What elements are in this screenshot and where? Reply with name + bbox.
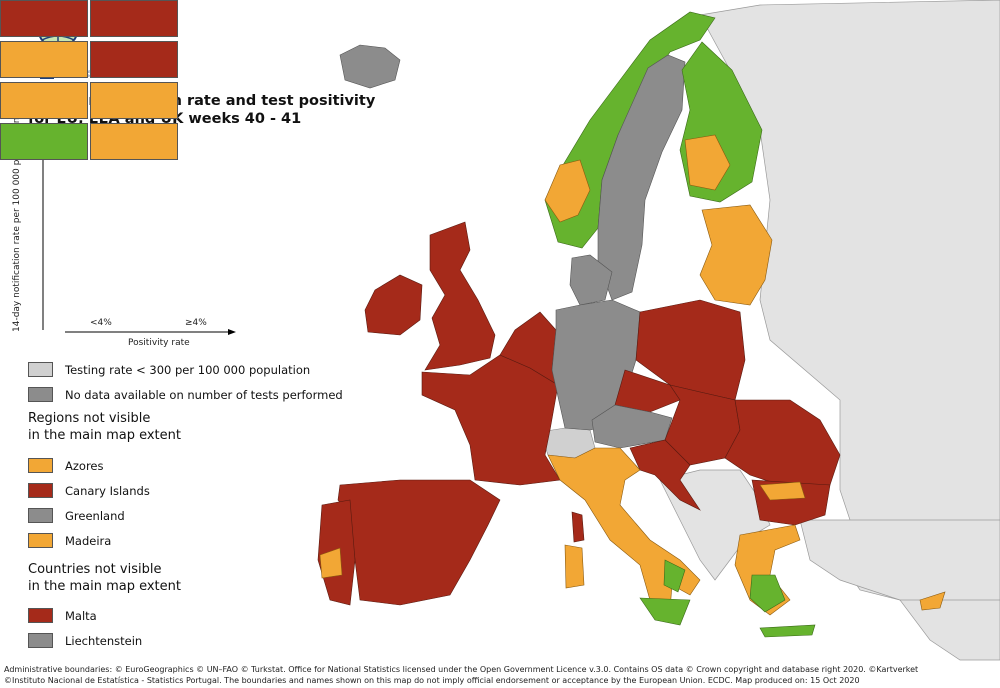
italy-region-south [663, 559, 686, 593]
heading-line: in the main map extent [28, 579, 181, 594]
matrix-cell [90, 41, 178, 78]
footer-line-2: ©Instituto Nacional de Estatística - Sta… [4, 676, 860, 685]
swatch [28, 633, 53, 648]
footer-line-1: Administrative boundaries: © EuroGeograp… [4, 665, 919, 674]
matrix-cell [0, 0, 88, 37]
crete [759, 624, 816, 638]
bulgaria-region [759, 481, 806, 501]
land-turkey-africa [799, 519, 1000, 601]
romania [724, 399, 841, 486]
matrix-cell [0, 82, 88, 119]
legend-testing-rate: Testing rate < 300 per 100 000 populatio… [28, 362, 310, 377]
x-axis-label: Positivity rate [128, 338, 190, 348]
ireland [364, 274, 423, 336]
column-label: <4% [90, 318, 112, 328]
portugal-region [319, 547, 343, 579]
swatch [28, 483, 53, 498]
swatch [28, 458, 53, 473]
legend-item: Liechtenstein [28, 633, 142, 648]
swatch [28, 533, 53, 548]
legend-item: Azores [28, 458, 103, 473]
spain [337, 479, 501, 606]
corsica [571, 511, 585, 543]
legend-label: Greenland [65, 508, 125, 523]
heading-line: Regions not visible [28, 411, 151, 426]
column-label: ≥4% [185, 318, 207, 328]
norway-region [544, 159, 591, 223]
legend-label: Testing rate < 300 per 100 000 populatio… [65, 362, 311, 377]
slovenia-croatia [629, 439, 701, 511]
sardinia [564, 544, 585, 589]
heading-line: Countries not visible [28, 562, 162, 577]
sicily [639, 597, 691, 626]
legend-label: Azores [65, 458, 104, 473]
legend-item: Madeira [28, 533, 111, 548]
cyprus [919, 591, 946, 611]
legend-label: Canary Islands [65, 483, 150, 498]
legend-label: Madeira [65, 533, 112, 548]
legend-item: Canary Islands [28, 483, 150, 498]
footer-credits: Administrative boundaries: © EuroGeograp… [4, 664, 918, 686]
legend-no-data: No data available on number of tests per… [28, 387, 343, 402]
czechia [614, 369, 681, 413]
finland-region [684, 134, 731, 191]
legend-item: Malta [28, 608, 97, 623]
matrix-cell [0, 41, 88, 78]
iceland [339, 44, 401, 89]
regions-heading: Regions not visible in the main map exten… [28, 410, 181, 444]
legend-label: Liechtenstein [65, 633, 143, 648]
swatch [28, 508, 53, 523]
legend-item: Greenland [28, 508, 125, 523]
matrix-cell [0, 123, 88, 160]
legend-label: Malta [65, 608, 97, 623]
united-kingdom [424, 221, 496, 371]
swatch [28, 608, 53, 623]
countries-heading: Countries not visible in the main map ext… [28, 561, 181, 595]
legend-label: No data available on number of tests per… [65, 387, 343, 402]
france [421, 354, 561, 486]
swatch [28, 387, 53, 402]
matrix-cell [90, 0, 178, 37]
denmark [569, 254, 613, 306]
swatch [28, 362, 53, 377]
baltics [699, 204, 773, 306]
heading-line: in the main map extent [28, 428, 181, 443]
austria [591, 404, 673, 449]
matrix-cell [90, 82, 178, 119]
matrix-cell [90, 123, 178, 160]
greece-region [749, 574, 786, 613]
italy [547, 447, 701, 611]
